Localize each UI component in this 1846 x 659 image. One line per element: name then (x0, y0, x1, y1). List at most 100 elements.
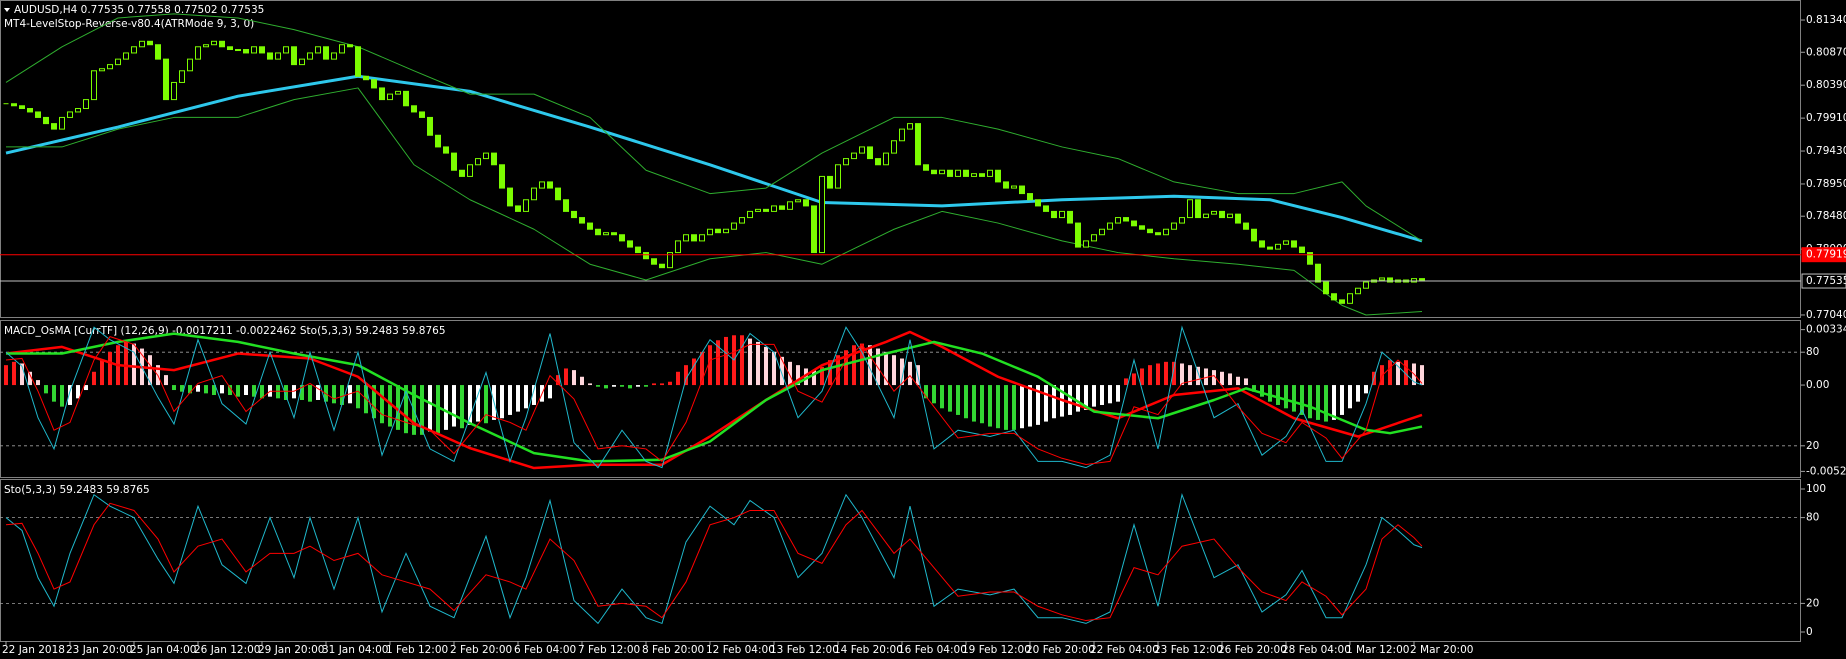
candle (139, 40, 145, 48)
candle (483, 152, 489, 160)
axis-label: 0 (1806, 626, 1813, 638)
osma-bar (148, 355, 152, 386)
time-label: 2 Mar 20:00 (1410, 644, 1473, 656)
candle (923, 164, 929, 171)
main-pane-border (0, 0, 1801, 318)
stochastic-line (5, 325, 1423, 469)
candle (683, 234, 689, 242)
candle (355, 46, 361, 77)
candle (251, 46, 257, 54)
price-tag (1801, 273, 1846, 289)
candle (11, 103, 17, 107)
candle (939, 169, 945, 175)
osma-bar (1396, 361, 1400, 386)
osma-bar (260, 385, 264, 399)
osma-bar (228, 385, 232, 396)
osma-bar (1052, 385, 1056, 419)
osma-bar (532, 385, 536, 405)
candle (227, 46, 233, 51)
candle (59, 116, 65, 130)
candle (1363, 281, 1369, 289)
candle (515, 205, 521, 212)
osma-bar (1292, 385, 1296, 412)
price-label: 0.80390 (1806, 79, 1846, 91)
candle (1275, 243, 1281, 250)
price-label: 0.79430 (1806, 145, 1846, 157)
osma-bar (1308, 385, 1312, 419)
osma-bar (548, 385, 552, 399)
candle (43, 116, 49, 125)
candle (451, 152, 457, 171)
candle (1115, 217, 1121, 224)
osma-bar (908, 361, 912, 386)
price-label: 0.81340 (1806, 14, 1846, 26)
macd-line (5, 330, 1423, 470)
osma-bar (252, 385, 256, 397)
osma-bar (932, 385, 936, 404)
candle (131, 46, 137, 54)
osma-bar (52, 385, 56, 402)
candle (1019, 185, 1025, 195)
candle (1083, 240, 1089, 248)
time-label: 23 Feb 12:00 (1154, 644, 1223, 656)
candle (1291, 240, 1297, 248)
axis-label: 100 (1806, 483, 1826, 495)
candle (491, 152, 497, 166)
osma-bar (1100, 385, 1104, 405)
osma-bar (28, 371, 32, 386)
candle (387, 93, 393, 101)
osma-bar (60, 385, 64, 407)
osma-bar (84, 385, 88, 391)
osma-bar (892, 355, 896, 386)
candle (1051, 210, 1057, 219)
candle (955, 169, 961, 177)
candle (931, 169, 937, 175)
candle (323, 46, 329, 60)
candle (867, 146, 873, 160)
time-label: 23 Jan 20:00 (66, 644, 132, 656)
symbol-menu-arrow[interactable] (4, 8, 10, 12)
candle (195, 46, 201, 60)
osma-bar (244, 385, 248, 396)
candle (499, 164, 505, 189)
candle (755, 208, 761, 212)
candle (915, 123, 921, 166)
indicator-line (6, 87, 1423, 316)
candle (299, 58, 305, 66)
candle (659, 263, 665, 269)
price-tag-label: 0.77919 (1806, 249, 1846, 261)
candle (435, 134, 441, 148)
candle (1091, 234, 1097, 242)
candle (259, 46, 265, 54)
macd-line (6, 332, 1423, 463)
osma-bar (764, 346, 768, 386)
osma-bar (772, 351, 776, 386)
candle (283, 46, 289, 54)
osma-bar (644, 385, 648, 387)
candle (795, 199, 801, 203)
osma-bar (316, 385, 320, 400)
osma-bar (524, 385, 528, 409)
osma-bar (860, 343, 864, 386)
osma-bar (76, 385, 80, 399)
candle (635, 246, 641, 254)
osma-bar (4, 365, 8, 386)
time-label: 7 Feb 12:00 (578, 644, 640, 656)
candle (851, 152, 857, 160)
candle (1339, 299, 1345, 304)
candle (1355, 287, 1361, 295)
candle (1107, 222, 1113, 230)
axis-label: 80 (1806, 512, 1819, 524)
osma-bar (92, 371, 96, 386)
osma-bar (1036, 385, 1040, 425)
osma-bar (212, 385, 216, 396)
osma-bar (676, 371, 680, 386)
candle (1171, 222, 1177, 230)
osma-bar (716, 340, 720, 386)
candle (1227, 213, 1233, 219)
candle (883, 152, 889, 166)
osma-bar (132, 343, 136, 386)
osma-bar (1420, 365, 1424, 386)
candle (1267, 246, 1273, 250)
